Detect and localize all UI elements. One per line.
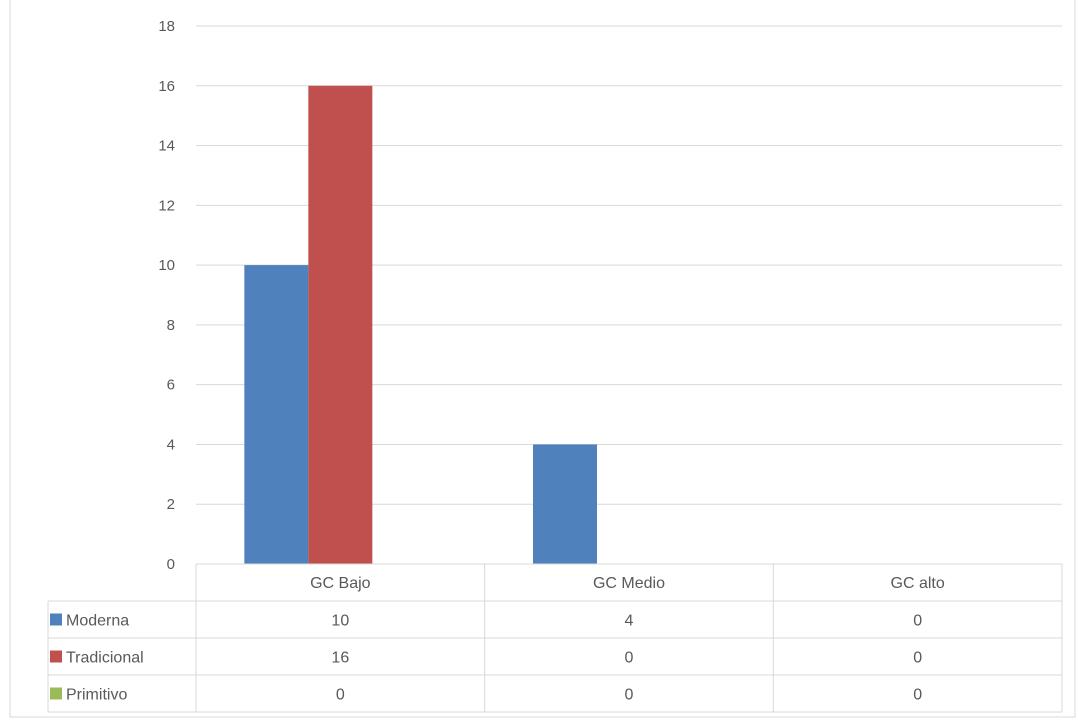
category-label: GC alto (891, 575, 945, 592)
y-tick-label: 8 (167, 317, 175, 334)
series-name: Moderna (66, 613, 129, 630)
data-label: 16 (331, 650, 349, 667)
legend-key-primitivo (50, 687, 62, 700)
series-name: Primitivo (66, 687, 127, 704)
data-label: 0 (913, 650, 922, 667)
y-tick-label: 4 (167, 436, 175, 453)
bar (244, 265, 309, 564)
y-tick-label: 10 (158, 257, 175, 274)
data-label: 0 (625, 687, 634, 704)
category-label: GC Medio (593, 575, 665, 592)
legend-key-moderna (50, 613, 62, 626)
category-label: GC Bajo (310, 575, 371, 592)
y-tick-label: 16 (158, 78, 175, 95)
bar (533, 444, 597, 564)
data-label: 10 (331, 613, 349, 630)
data-label: 0 (336, 687, 345, 704)
series-name: Tradicional (66, 650, 144, 667)
y-tick-label: 18 (158, 18, 175, 35)
bar (308, 85, 373, 565)
y-tick-label: 2 (167, 496, 175, 513)
legend-key-tradicional (50, 650, 62, 663)
data-label: 0 (913, 613, 922, 630)
data-label: 0 (625, 650, 634, 667)
y-tick-label: 14 (158, 138, 175, 155)
y-tick-label: 6 (167, 377, 175, 394)
y-tick-label: 0 (167, 556, 175, 573)
y-tick-label: 12 (158, 197, 175, 214)
data-label: 4 (625, 613, 634, 630)
data-label: 0 (913, 687, 922, 704)
chart-border (9, 0, 1076, 718)
